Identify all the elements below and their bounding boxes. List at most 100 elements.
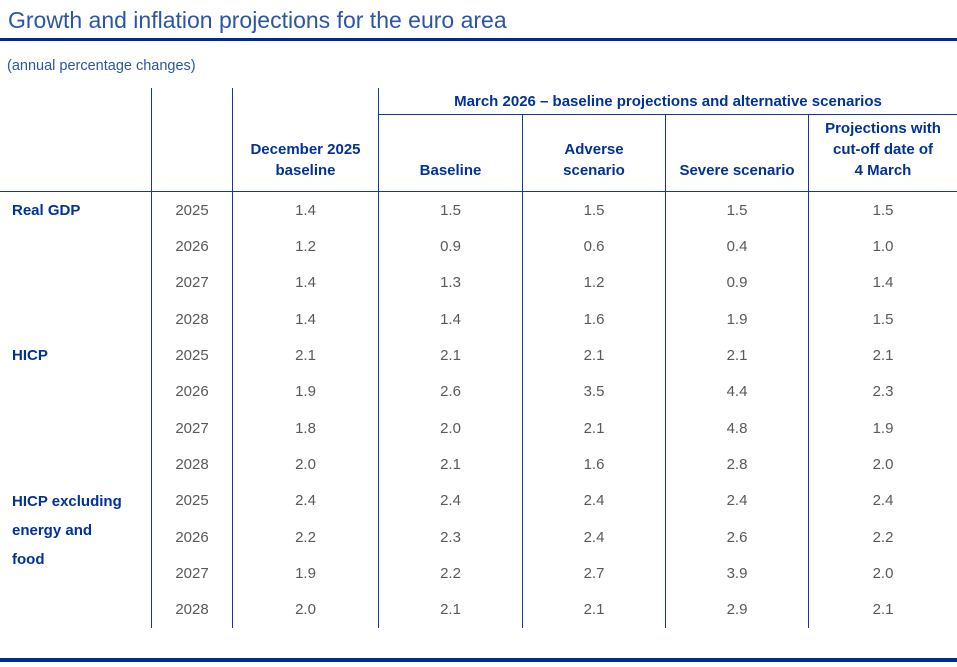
column-header-baseline: Baseline	[378, 115, 522, 192]
title-rule	[0, 38, 957, 41]
year-cell: 2025	[151, 337, 232, 374]
column-header-severe-scenario: Severe scenario	[665, 115, 808, 192]
value-cell: 2.1	[522, 409, 665, 447]
row-label-hicp: HICP	[12, 347, 48, 365]
empty-cell	[151, 88, 232, 115]
projections-table: March 2026 – baseline projections and al…	[0, 88, 957, 628]
year-cell: 2026	[151, 373, 232, 410]
value-cell: 2.3	[808, 373, 957, 410]
value-cell: 4.8	[665, 409, 808, 447]
year-cell: 2028	[151, 591, 232, 628]
value-cell: 2.4	[378, 482, 522, 519]
empty-cell	[151, 115, 232, 192]
value-cell: 2.1	[378, 446, 522, 483]
empty-cell	[232, 88, 378, 115]
value-cell: 1.5	[378, 192, 522, 229]
value-cell: 2.1	[665, 337, 808, 374]
value-cell: 3.9	[665, 555, 808, 592]
year-cell: 2027	[151, 555, 232, 592]
empty-cell	[0, 88, 151, 115]
empty-cell	[0, 446, 151, 482]
empty-cell	[0, 410, 151, 446]
value-cell: 1.9	[665, 300, 808, 338]
value-cell: 2.0	[232, 591, 378, 628]
value-cell: 2.0	[378, 409, 522, 447]
value-cell: 1.4	[808, 264, 957, 301]
year-cell: 2027	[151, 264, 232, 301]
value-cell: 1.0	[808, 228, 957, 265]
value-cell: 1.4	[232, 192, 378, 229]
value-cell: 1.5	[665, 192, 808, 229]
value-cell: 2.3	[378, 518, 522, 556]
value-cell: 1.4	[232, 264, 378, 301]
value-cell: 2.4	[522, 482, 665, 519]
value-cell: 1.5	[808, 300, 957, 338]
value-cell: 2.9	[665, 591, 808, 628]
column-header-projections-cutoff: Projections with cut-off date of 4 March	[808, 115, 957, 192]
value-cell: 4.4	[665, 373, 808, 410]
value-cell: 0.4	[665, 228, 808, 265]
value-cell: 1.5	[808, 192, 957, 229]
value-cell: 1.4	[378, 300, 522, 338]
value-cell: 2.6	[378, 373, 522, 410]
value-cell: 2.1	[378, 591, 522, 628]
value-cell: 1.9	[232, 555, 378, 592]
value-cell: 2.0	[232, 446, 378, 483]
value-cell: 1.6	[522, 446, 665, 483]
value-cell: 2.4	[522, 518, 665, 556]
value-cell: 1.6	[522, 300, 665, 338]
empty-cell	[0, 555, 151, 591]
value-cell: 1.8	[232, 409, 378, 447]
value-cell: 2.1	[522, 591, 665, 628]
value-cell: 1.9	[808, 409, 957, 447]
year-cell: 2028	[151, 446, 232, 483]
year-cell: 2026	[151, 228, 232, 265]
value-cell: 0.9	[378, 228, 522, 265]
value-cell: 2.2	[808, 518, 957, 556]
empty-cell	[0, 228, 151, 264]
value-cell: 2.0	[808, 446, 957, 483]
year-cell: 2026	[151, 518, 232, 556]
group-header: March 2026 – baseline projections and al…	[378, 88, 957, 115]
value-cell: 2.1	[808, 337, 957, 374]
value-cell: 2.4	[808, 482, 957, 519]
value-cell: 2.7	[522, 555, 665, 592]
bottom-rule	[0, 658, 957, 662]
value-cell: 1.3	[378, 264, 522, 301]
value-cell: 1.5	[522, 192, 665, 229]
empty-cell	[0, 115, 151, 192]
row-label-real-gdp: Real GDP	[12, 202, 81, 219]
row-label-hicp-excluding-energy-and-food: HICP excluding energy and food	[12, 492, 122, 568]
value-cell: 2.1	[232, 337, 378, 374]
value-cell: 2.8	[665, 446, 808, 483]
value-cell: 2.0	[808, 555, 957, 592]
column-header-december-2025-baseline: December 2025 baseline	[232, 115, 378, 192]
year-cell: 2025	[151, 482, 232, 519]
value-cell: 2.4	[665, 482, 808, 519]
year-cell: 2027	[151, 409, 232, 447]
empty-cell	[0, 592, 151, 628]
value-cell: 1.2	[522, 264, 665, 301]
page-title: Growth and inflation projections for the…	[8, 7, 507, 33]
value-cell: 3.5	[522, 373, 665, 410]
year-cell: 2028	[151, 300, 232, 338]
empty-cell	[0, 374, 151, 410]
value-cell: 0.6	[522, 228, 665, 265]
value-cell: 2.6	[665, 518, 808, 556]
subtitle: (annual percentage changes)	[7, 58, 196, 74]
value-cell: 1.2	[232, 228, 378, 265]
value-cell: 2.2	[378, 555, 522, 592]
value-cell: 2.1	[808, 591, 957, 628]
value-cell: 1.9	[232, 373, 378, 410]
value-cell: 2.1	[522, 337, 665, 374]
value-cell: 2.1	[378, 337, 522, 374]
value-cell: 2.4	[232, 482, 378, 519]
empty-cell	[0, 301, 151, 337]
empty-cell	[0, 265, 151, 301]
value-cell: 1.4	[232, 300, 378, 338]
empty-cell	[0, 519, 151, 555]
value-cell: 0.9	[665, 264, 808, 301]
year-cell: 2025	[151, 192, 232, 229]
value-cell: 2.2	[232, 518, 378, 556]
